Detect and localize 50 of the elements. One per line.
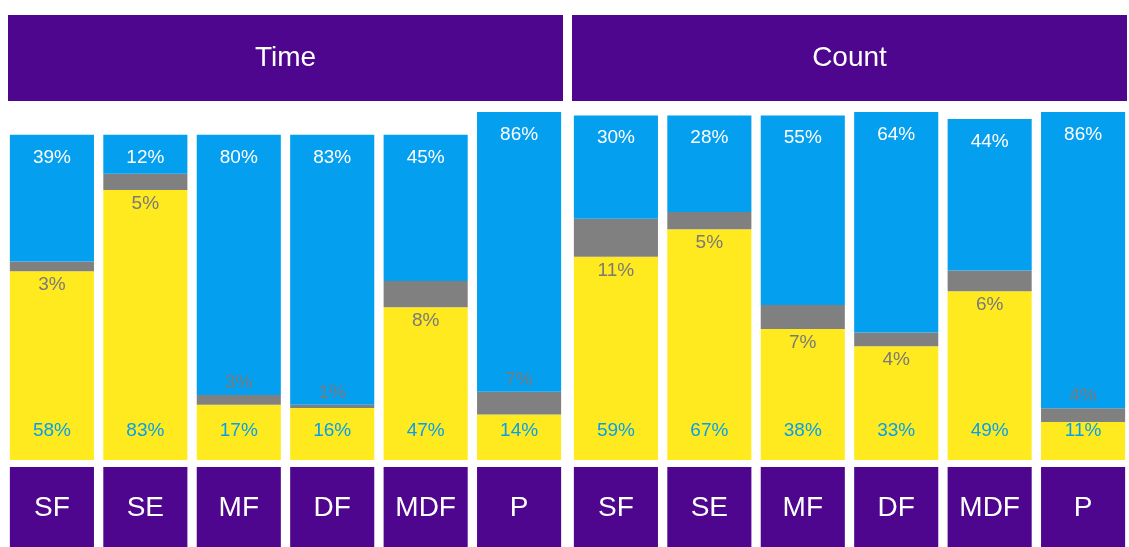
data-label: 44%	[970, 129, 1009, 151]
data-label: 6%	[975, 293, 1004, 315]
data-label: 39%	[32, 145, 72, 167]
x-tick-label: SF	[598, 490, 634, 522]
chart-title: Count	[812, 41, 888, 72]
data-label: 64%	[877, 123, 916, 144]
data-label: 67%	[690, 419, 729, 440]
data-label: 12%	[126, 145, 165, 167]
x-tick-label: SE	[126, 490, 165, 522]
data-label: 38%	[783, 419, 822, 440]
x-tick-label: P	[509, 490, 529, 522]
x-tick-label: MDF	[395, 490, 456, 522]
data-label: 55%	[783, 126, 822, 148]
x-tick-label: MF	[218, 490, 259, 522]
data-label: 47%	[406, 419, 445, 440]
chart-title: Time	[254, 41, 317, 72]
x-tick-label: DF	[877, 490, 915, 522]
data-label: 86%	[1064, 123, 1103, 144]
data-label: 14%	[500, 419, 539, 440]
data-label: 8%	[411, 309, 440, 331]
data-label: 7%	[789, 331, 817, 353]
x-tick-label: SF	[34, 490, 70, 522]
x-tick-label: MDF	[959, 490, 1020, 522]
data-label: 83%	[126, 419, 165, 440]
data-label: 1%	[318, 380, 347, 402]
x-tick-label: DF	[313, 490, 351, 522]
data-label: 16%	[313, 419, 352, 440]
data-label: 45%	[406, 145, 445, 167]
x-tick-label: MF	[782, 490, 823, 522]
data-label: 5%	[695, 231, 724, 253]
data-label: 5%	[131, 192, 160, 214]
data-label: 3%	[225, 370, 253, 392]
data-label: 30%	[596, 126, 636, 148]
data-label: 59%	[596, 419, 636, 440]
x-tick-label: SE	[690, 490, 729, 522]
x-tick-label: P	[1073, 490, 1093, 522]
data-label: 33%	[877, 419, 916, 440]
data-label: 83%	[313, 145, 352, 167]
data-label: 4%	[882, 348, 911, 370]
data-label: 3%	[38, 273, 66, 295]
data-label: 17%	[219, 419, 258, 440]
data-label: 80%	[219, 145, 258, 167]
data-label: 49%	[970, 419, 1009, 440]
data-label: 4%	[1069, 384, 1097, 406]
data-label: 58%	[32, 419, 72, 440]
data-label: 11%	[597, 258, 635, 280]
data-label: 11%	[1064, 419, 1102, 440]
data-label: 28%	[690, 126, 729, 148]
data-label: 86%	[500, 123, 539, 144]
data-label: 7%	[505, 367, 533, 389]
